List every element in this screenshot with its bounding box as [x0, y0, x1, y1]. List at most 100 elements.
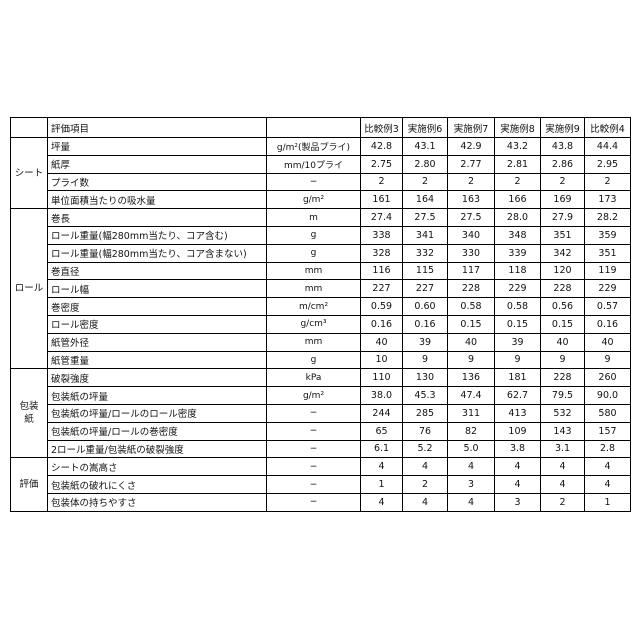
unit-label: −: [267, 458, 361, 476]
table-row: 巻密度m/cm²0.590.600.580.580.560.57: [11, 298, 631, 316]
unit-label: m/cm²: [267, 298, 361, 316]
value-cell: 118: [495, 262, 541, 280]
unit-label: −: [267, 493, 361, 511]
value-cell: 2.80: [403, 155, 448, 173]
value-cell: 2.81: [495, 155, 541, 173]
table-row: ロール重量(幅280mm当たり、コア含む)g338341340348351359: [11, 226, 631, 244]
value-cell: 244: [361, 404, 403, 422]
value-cell: 79.5: [541, 387, 585, 405]
header-column: 実施例6: [403, 118, 448, 138]
value-cell: 2.95: [585, 155, 631, 173]
table-row: 巻直径mm116115117118120119: [11, 262, 631, 280]
value-cell: 4: [585, 476, 631, 494]
group-label: 包装紙: [11, 369, 48, 458]
value-cell: 40: [361, 333, 403, 351]
unit-label: −: [267, 173, 361, 191]
group-label: 評価: [11, 458, 48, 511]
group-label: ロール: [11, 209, 48, 369]
value-cell: 4: [361, 458, 403, 476]
value-cell: 580: [585, 404, 631, 422]
value-cell: 45.3: [403, 387, 448, 405]
item-label: 包装体の持ちやすさ: [48, 493, 267, 511]
value-cell: 65: [361, 422, 403, 440]
value-cell: 40: [585, 333, 631, 351]
value-cell: 0.16: [403, 315, 448, 333]
value-cell: 330: [448, 244, 495, 262]
value-cell: 3: [495, 493, 541, 511]
value-cell: 0.15: [448, 315, 495, 333]
unit-label: mm: [267, 333, 361, 351]
value-cell: 227: [403, 280, 448, 298]
value-cell: 0.56: [541, 298, 585, 316]
table-row: シート坪量g/m²(製品プライ)42.843.142.943.243.844.4: [11, 138, 631, 156]
value-cell: 0.58: [495, 298, 541, 316]
item-label: 破裂強度: [48, 369, 267, 387]
value-cell: 2: [448, 173, 495, 191]
value-cell: 47.4: [448, 387, 495, 405]
value-cell: 2.8: [585, 440, 631, 458]
value-cell: 43.2: [495, 138, 541, 156]
unit-label: −: [267, 404, 361, 422]
value-cell: 4: [585, 458, 631, 476]
value-cell: 4: [495, 458, 541, 476]
value-cell: 351: [541, 226, 585, 244]
value-cell: 2.77: [448, 155, 495, 173]
value-cell: 169: [541, 191, 585, 209]
item-label: ロール重量(幅280mm当たり、コア含む): [48, 226, 267, 244]
value-cell: 348: [495, 226, 541, 244]
unit-label: g/m²(製品プライ): [267, 138, 361, 156]
unit-label: mm: [267, 262, 361, 280]
value-cell: 39: [495, 333, 541, 351]
value-cell: 0.58: [448, 298, 495, 316]
item-label: 紙管外径: [48, 333, 267, 351]
value-cell: 342: [541, 244, 585, 262]
item-label: ロール幅: [48, 280, 267, 298]
value-cell: 42.9: [448, 138, 495, 156]
table-row: 包装紙の坪量/ロールの巻密度−657682109143157: [11, 422, 631, 440]
unit-label: g: [267, 244, 361, 262]
item-label: 巻直径: [48, 262, 267, 280]
value-cell: 532: [541, 404, 585, 422]
table-row: ロール重量(幅280mm当たり、コア含まない)g3283323303393423…: [11, 244, 631, 262]
value-cell: 2: [361, 173, 403, 191]
header-column: 実施例8: [495, 118, 541, 138]
value-cell: 285: [403, 404, 448, 422]
unit-label: kPa: [267, 369, 361, 387]
value-cell: 1: [361, 476, 403, 494]
value-cell: 9: [585, 351, 631, 369]
value-cell: 2: [541, 493, 585, 511]
value-cell: 109: [495, 422, 541, 440]
header-column: 実施例9: [541, 118, 585, 138]
value-cell: 9: [495, 351, 541, 369]
value-cell: 110: [361, 369, 403, 387]
value-cell: 116: [361, 262, 403, 280]
table-row: 単位面積当たりの吸水量g/m²161164163166169173: [11, 191, 631, 209]
unit-label: g/m²: [267, 387, 361, 405]
value-cell: 413: [495, 404, 541, 422]
item-label: ロール密度: [48, 315, 267, 333]
value-cell: 339: [495, 244, 541, 262]
value-cell: 3.1: [541, 440, 585, 458]
item-label: 包装紙の坪量/ロールの巻密度: [48, 422, 267, 440]
unit-label: m: [267, 209, 361, 227]
value-cell: 328: [361, 244, 403, 262]
value-cell: 27.9: [541, 209, 585, 227]
value-cell: 9: [403, 351, 448, 369]
unit-label: −: [267, 422, 361, 440]
item-label: シートの嵩高さ: [48, 458, 267, 476]
header-group-cell: [11, 118, 48, 138]
item-label: プライ数: [48, 173, 267, 191]
header-item-label: 評価項目: [48, 118, 267, 138]
table-row: 包装紙の坪量g/m²38.045.347.462.779.590.0: [11, 387, 631, 405]
value-cell: 332: [403, 244, 448, 262]
item-label: 包装紙の破れにくさ: [48, 476, 267, 494]
value-cell: 340: [448, 226, 495, 244]
value-cell: 28.2: [585, 209, 631, 227]
value-cell: 40: [541, 333, 585, 351]
value-cell: 2: [403, 173, 448, 191]
value-cell: 4: [448, 493, 495, 511]
table-row: 紙厚mm/10プライ2.752.802.772.812.862.95: [11, 155, 631, 173]
header-column: 実施例7: [448, 118, 495, 138]
value-cell: 38.0: [361, 387, 403, 405]
header-row: 評価項目 比較例3 実施例6 実施例7 実施例8 実施例9 比較例4: [11, 118, 631, 138]
